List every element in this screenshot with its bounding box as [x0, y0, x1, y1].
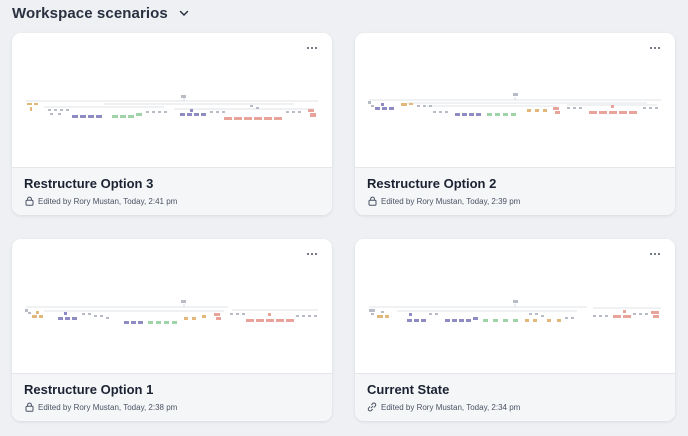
link-icon: [367, 402, 377, 412]
card-meta-text: Edited by Rory Mustan, Today, 2:34 pm: [381, 402, 521, 412]
org-chart-thumbnail: [12, 239, 332, 373]
more-options-button[interactable]: [647, 43, 663, 53]
more-options-button[interactable]: [647, 249, 663, 259]
card-meta-text: Edited by Rory Mustan, Today, 2:39 pm: [381, 196, 521, 206]
org-chart-thumbnail: [355, 33, 675, 167]
card-title[interactable]: Restructure Option 1: [24, 382, 154, 397]
org-chart-thumbnail: [12, 33, 332, 167]
more-options-button[interactable]: [304, 43, 320, 53]
scenario-card-restructure-option-3[interactable]: Restructure Option 3 Edited by Rory Must…: [12, 33, 332, 215]
scenario-card-current-state[interactable]: Current State Edited by Rory Mustan, Tod…: [355, 239, 675, 421]
scenario-card-restructure-option-1[interactable]: Restructure Option 1 Edited by Rory Must…: [12, 239, 332, 421]
card-footer: Restructure Option 3 Edited by Rory Must…: [12, 167, 332, 215]
card-footer: Restructure Option 2 Edited by Rory Must…: [355, 167, 675, 215]
more-options-button[interactable]: [304, 249, 320, 259]
card-meta-text: Edited by Rory Mustan, Today, 2:38 pm: [38, 402, 178, 412]
card-meta: Edited by Rory Mustan, Today, 2:38 pm: [24, 402, 177, 412]
org-chart-preview: [25, 300, 318, 324]
card-title[interactable]: Restructure Option 2: [367, 176, 497, 191]
org-chart-thumbnail: [355, 239, 675, 373]
scenario-card-restructure-option-2[interactable]: Restructure Option 2 Edited by Rory Must…: [355, 33, 675, 215]
org-chart-preview: [26, 95, 318, 120]
lock-icon: [24, 196, 34, 206]
org-chart-preview: [368, 93, 661, 116]
chevron-down-icon[interactable]: [176, 5, 192, 21]
card-footer: Restructure Option 1 Edited by Rory Must…: [12, 373, 332, 421]
card-meta: Edited by Rory Mustan, Today, 2:39 pm: [367, 196, 520, 206]
org-chart-preview: [369, 300, 661, 322]
card-title[interactable]: Restructure Option 3: [24, 176, 154, 191]
card-title[interactable]: Current State: [367, 382, 450, 397]
workspace-scenarios-header[interactable]: Workspace scenarios: [12, 4, 192, 22]
page-title: Workspace scenarios: [12, 4, 168, 22]
lock-icon: [24, 402, 34, 412]
lock-icon: [367, 196, 377, 206]
card-meta: Edited by Rory Mustan, Today, 2:34 pm: [367, 402, 520, 412]
card-meta: Edited by Rory Mustan, Today, 2:41 pm: [24, 196, 177, 206]
card-meta-text: Edited by Rory Mustan, Today, 2:41 pm: [38, 196, 178, 206]
card-footer: Current State Edited by Rory Mustan, Tod…: [355, 373, 675, 421]
